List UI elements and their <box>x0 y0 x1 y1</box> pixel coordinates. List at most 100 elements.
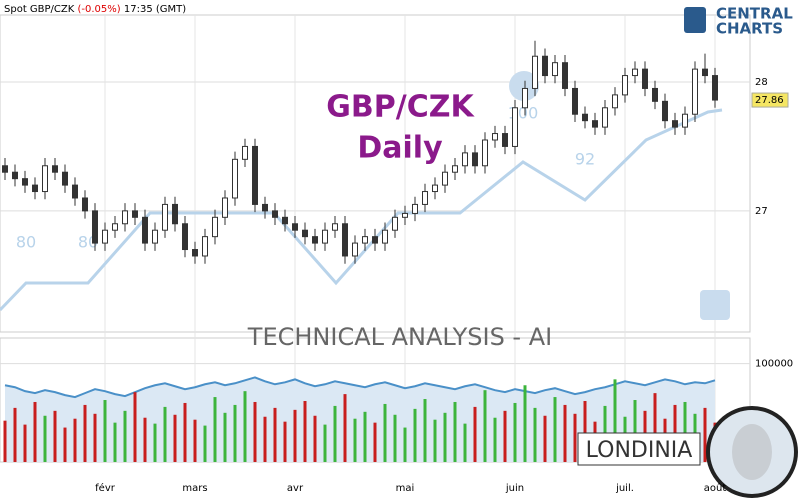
volume-bar <box>323 424 327 462</box>
volume-bar <box>573 413 577 462</box>
candle-body <box>262 203 268 212</box>
candle-body <box>242 145 248 160</box>
candle-body <box>702 68 708 77</box>
volume-bar <box>523 385 527 462</box>
candle-body <box>452 165 458 173</box>
volume-bar <box>583 401 587 462</box>
candle-body <box>642 68 648 89</box>
decor-label: 80 <box>16 233 36 252</box>
candle-body <box>532 55 538 89</box>
candle-body <box>582 113 588 122</box>
badge: LONDINIA <box>586 438 693 463</box>
candle-body <box>492 133 498 141</box>
candle-body <box>142 216 148 244</box>
candle-body <box>692 68 698 115</box>
candle-body <box>512 107 518 147</box>
header: Spot GBP/CZK (-0.05%) 17:35 (GMT) <box>4 4 186 15</box>
x-tick-label: août <box>704 482 727 494</box>
candle-body <box>602 107 608 128</box>
candle-body <box>442 171 448 186</box>
candle-body <box>422 191 428 205</box>
candle-body <box>312 236 318 244</box>
logo-text: CENTRAL <box>716 5 793 23</box>
decor-icon <box>509 71 539 101</box>
candle-body <box>412 203 418 214</box>
candle-body <box>402 212 408 218</box>
volume-bar <box>553 397 557 462</box>
volume-bar <box>463 423 467 462</box>
candle-body <box>372 236 378 244</box>
candle-body <box>562 62 568 89</box>
volume-avg-area <box>5 377 715 462</box>
volume-bar <box>73 418 77 462</box>
volume-bar <box>633 400 637 462</box>
volume-bar <box>393 414 397 462</box>
candle-body <box>612 94 618 109</box>
volume-bar <box>493 417 497 462</box>
volume-bar <box>193 419 197 462</box>
candle-body <box>592 120 598 128</box>
candle-body <box>462 152 468 167</box>
candle-body <box>192 249 198 257</box>
volume-bar <box>453 401 457 462</box>
volume-bar <box>303 401 307 462</box>
candle-body <box>212 216 218 238</box>
candle-body <box>272 210 278 218</box>
volume-bar <box>383 403 387 462</box>
logo-icon <box>684 7 706 33</box>
candle-body <box>392 216 398 231</box>
volume-avg-line <box>4 376 716 399</box>
volume-bar <box>223 412 227 462</box>
candle-body <box>472 152 478 167</box>
candle-body <box>172 203 178 225</box>
volume-bar <box>273 407 277 462</box>
volume-bar <box>503 410 507 462</box>
avatar-face <box>732 424 772 480</box>
decor-label: 92 <box>575 150 595 169</box>
volume-bar <box>423 399 427 462</box>
candle-body <box>72 184 78 199</box>
volume-bar <box>473 406 477 462</box>
x-tick-label: févr <box>95 482 116 494</box>
candle-body <box>282 216 288 225</box>
volume-bar <box>363 411 367 462</box>
last-price-label: 27.86 <box>755 95 784 106</box>
candle-body <box>322 229 328 244</box>
volume-bar <box>613 379 617 462</box>
y-tick-label: 27 <box>755 206 768 217</box>
volume-bar <box>233 404 237 462</box>
volume-bar <box>203 425 207 462</box>
candle-body <box>632 68 638 77</box>
decor-line <box>0 108 723 312</box>
volume-bar <box>333 405 337 462</box>
candle-body <box>482 139 488 167</box>
candle-body <box>162 203 168 231</box>
volume-bar <box>343 394 347 462</box>
candle-body <box>12 171 18 180</box>
candle-body <box>522 87 528 109</box>
x-tick-label: mai <box>396 483 415 494</box>
candle-body <box>652 87 658 102</box>
candle-body <box>92 210 98 244</box>
volume-bar <box>163 406 167 462</box>
x-tick-label: juil. <box>615 483 634 494</box>
candle-body <box>382 229 388 244</box>
volume-bar <box>53 410 57 462</box>
candle-body <box>232 158 238 199</box>
y-tick-label: 100000 <box>755 359 793 370</box>
candle-body <box>352 242 358 257</box>
volume-bar <box>253 401 257 462</box>
candle-body <box>672 120 678 128</box>
volume-bar <box>293 409 297 462</box>
candle-body <box>292 223 298 231</box>
price-panel <box>0 14 751 333</box>
candle-body <box>342 223 348 257</box>
volume-bar <box>13 407 17 462</box>
decor-icon <box>700 290 730 320</box>
candle-body <box>552 62 558 77</box>
candle-body <box>82 197 88 212</box>
candle-body <box>152 229 158 244</box>
volume-bar <box>703 407 707 462</box>
volume-bar <box>483 390 487 462</box>
candle-body <box>712 75 718 101</box>
